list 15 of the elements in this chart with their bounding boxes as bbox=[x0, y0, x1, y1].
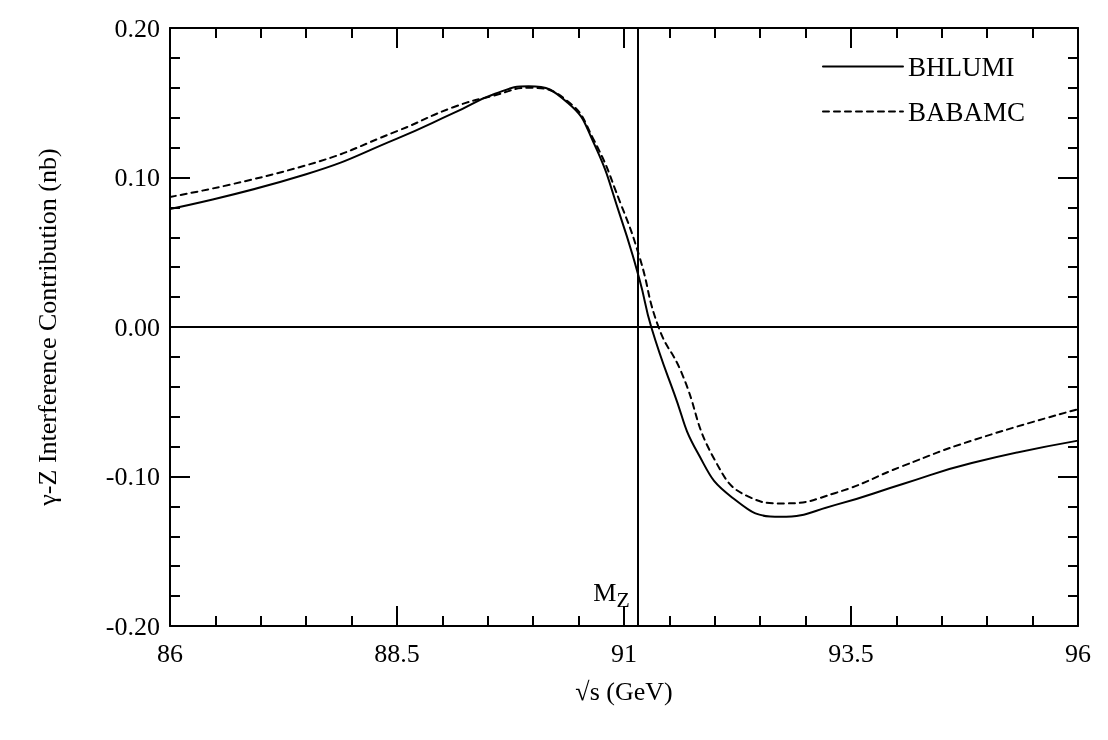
legend-label: BABAMC bbox=[907, 96, 1025, 127]
y-tick-label: 0.00 bbox=[114, 312, 160, 342]
y-tick-label: 0.10 bbox=[114, 163, 160, 192]
y-tick-label: -0.10 bbox=[105, 462, 160, 491]
y-tick-label: 0.20 bbox=[114, 13, 160, 43]
x-tick-label: 93.5 bbox=[828, 638, 874, 668]
ref-line-label: M$_{Z}$ bbox=[593, 578, 630, 613]
x-tick-label: 91 bbox=[611, 638, 637, 668]
legend-label: BHLUMI bbox=[907, 51, 1015, 82]
y-tick-label: -0.20 bbox=[105, 611, 160, 641]
x-tick-label: 86 bbox=[157, 638, 183, 668]
x-tick-label: 96 bbox=[1065, 638, 1091, 668]
x-tick-label: 88.5 bbox=[374, 638, 420, 668]
y-axis-title: γ-Z Interference Contribution (nb) bbox=[32, 148, 62, 507]
x-axis-title: √s (GeV) bbox=[575, 676, 673, 706]
